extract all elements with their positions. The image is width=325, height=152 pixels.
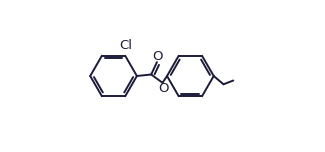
Text: Cl: Cl xyxy=(120,39,133,52)
Text: O: O xyxy=(158,82,168,95)
Text: O: O xyxy=(152,50,163,63)
